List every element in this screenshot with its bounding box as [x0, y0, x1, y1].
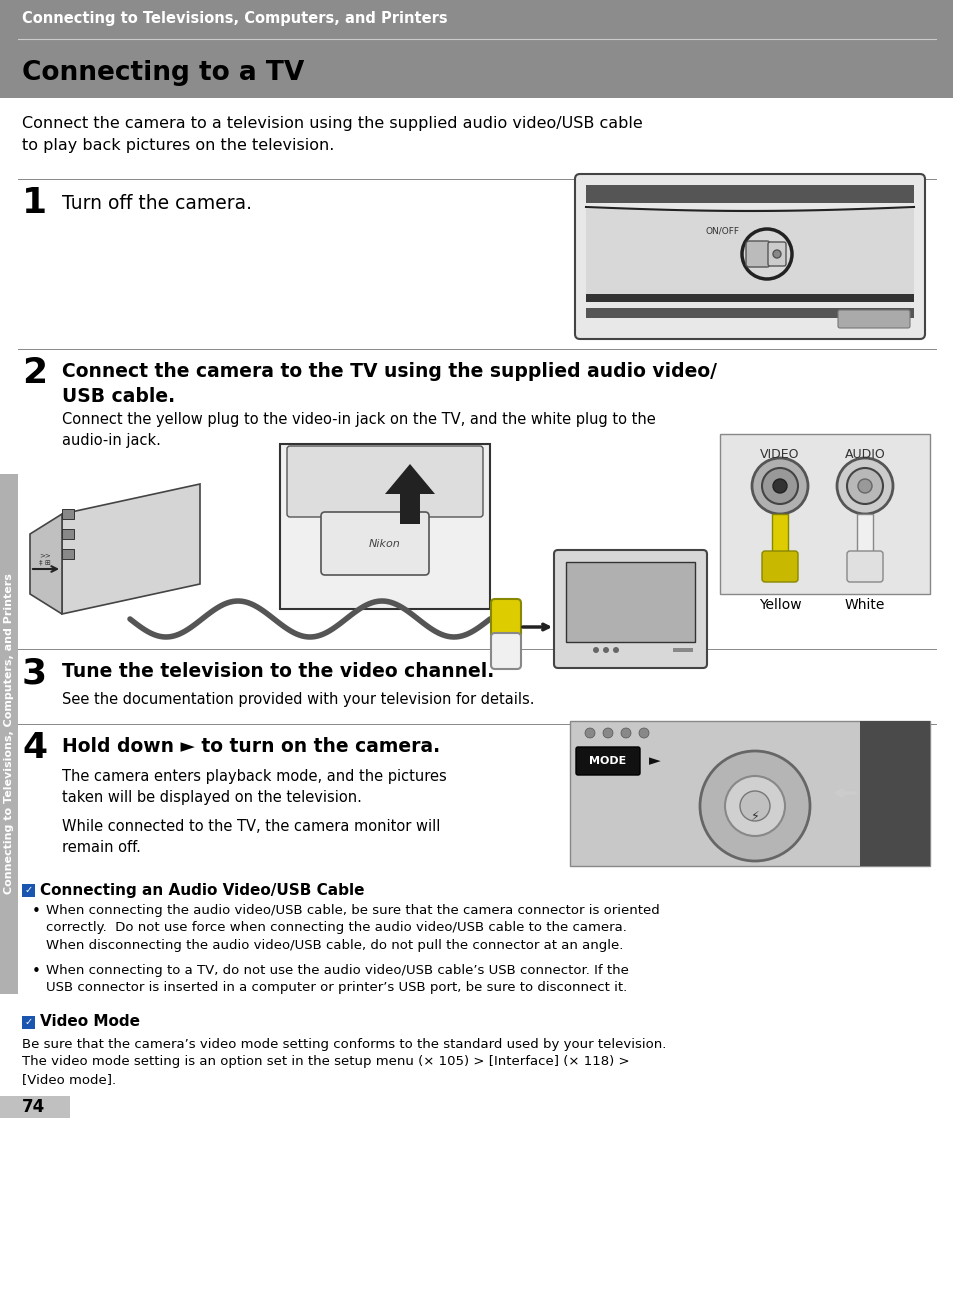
Bar — [0, 474, 18, 993]
Bar — [569, 721, 929, 866]
FancyBboxPatch shape — [491, 599, 520, 639]
Text: Turn off the camera.: Turn off the camera. — [62, 194, 252, 213]
Bar — [565, 562, 695, 643]
Text: AUDIO: AUDIO — [843, 448, 884, 461]
Text: ✓: ✓ — [25, 1017, 32, 1028]
FancyBboxPatch shape — [767, 242, 785, 265]
Text: While connected to the TV, the camera monitor will
remain off.: While connected to the TV, the camera mo… — [62, 819, 440, 855]
Text: VIDEO: VIDEO — [760, 448, 799, 461]
Text: Connect the camera to a television using the supplied audio video/USB cable
to p: Connect the camera to a television using… — [22, 116, 642, 154]
Polygon shape — [62, 484, 200, 614]
Circle shape — [724, 777, 784, 836]
Text: Nikon: Nikon — [369, 539, 400, 549]
Text: ⚡: ⚡ — [750, 809, 759, 823]
Text: Connecting to a TV: Connecting to a TV — [22, 60, 304, 85]
FancyBboxPatch shape — [761, 551, 797, 582]
Bar — [585, 294, 913, 302]
Bar — [585, 185, 913, 202]
Polygon shape — [385, 464, 435, 524]
Bar — [585, 209, 913, 300]
Bar — [62, 549, 74, 558]
Text: 74: 74 — [22, 1099, 45, 1116]
FancyBboxPatch shape — [837, 310, 909, 328]
Text: When connecting to a TV, do not use the audio video/USB cable’s USB connector. I: When connecting to a TV, do not use the … — [46, 964, 628, 995]
Bar — [771, 514, 787, 574]
Text: Be sure that the camera’s video mode setting conforms to the standard used by yo: Be sure that the camera’s video mode set… — [22, 1038, 666, 1085]
Circle shape — [700, 752, 809, 861]
Circle shape — [751, 459, 807, 514]
Polygon shape — [30, 514, 62, 614]
Text: >>
‡ ⊞: >> ‡ ⊞ — [39, 552, 51, 565]
Circle shape — [846, 468, 882, 505]
Text: ►: ► — [648, 753, 660, 769]
Circle shape — [620, 728, 630, 738]
Bar — [62, 530, 74, 539]
Text: 4: 4 — [22, 731, 47, 765]
Bar — [585, 307, 913, 318]
FancyBboxPatch shape — [575, 173, 924, 339]
Text: Connecting to Televisions, Computers, and Printers: Connecting to Televisions, Computers, an… — [22, 12, 447, 26]
Text: Connecting to Televisions, Computers, and Printers: Connecting to Televisions, Computers, an… — [4, 574, 14, 895]
Text: ✓: ✓ — [25, 886, 32, 896]
Text: Video Mode: Video Mode — [40, 1014, 140, 1029]
Circle shape — [740, 791, 769, 821]
Text: 2: 2 — [22, 356, 47, 390]
FancyBboxPatch shape — [491, 633, 520, 669]
Text: See the documentation provided with your television for details.: See the documentation provided with your… — [62, 692, 534, 707]
Text: 3: 3 — [22, 656, 47, 690]
Circle shape — [602, 728, 613, 738]
Bar — [856, 514, 872, 574]
Text: Connect the yellow plug to the video-in jack on the TV, and the white plug to th: Connect the yellow plug to the video-in … — [62, 413, 655, 448]
FancyBboxPatch shape — [554, 551, 706, 668]
Circle shape — [613, 646, 618, 653]
Circle shape — [772, 250, 781, 258]
Text: White: White — [844, 598, 884, 612]
Text: Yellow: Yellow — [758, 598, 801, 612]
Text: Tune the television to the video channel.: Tune the television to the video channel… — [62, 662, 494, 681]
Text: Hold down ► to turn on the camera.: Hold down ► to turn on the camera. — [62, 737, 439, 756]
Bar — [62, 509, 74, 519]
FancyBboxPatch shape — [846, 551, 882, 582]
Text: 1: 1 — [22, 187, 47, 219]
Bar — [0, 38, 953, 99]
Circle shape — [602, 646, 608, 653]
Bar — [22, 1016, 35, 1029]
Bar — [0, 1096, 70, 1118]
Circle shape — [836, 459, 892, 514]
Text: The camera enters playback mode, and the pictures
taken will be displayed on the: The camera enters playback mode, and the… — [62, 769, 446, 805]
FancyBboxPatch shape — [320, 512, 429, 576]
Circle shape — [639, 728, 648, 738]
FancyBboxPatch shape — [745, 240, 769, 267]
Bar — [280, 444, 490, 608]
Text: ON/OFF: ON/OFF — [705, 226, 739, 235]
Text: Connecting an Audio Video/USB Cable: Connecting an Audio Video/USB Cable — [40, 883, 364, 897]
Text: •: • — [32, 964, 41, 979]
Circle shape — [761, 468, 797, 505]
FancyBboxPatch shape — [576, 746, 639, 775]
Text: When connecting the audio video/USB cable, be sure that the camera connector is : When connecting the audio video/USB cabl… — [46, 904, 659, 953]
Circle shape — [857, 480, 871, 493]
Text: Connect the camera to the TV using the supplied audio video/
USB cable.: Connect the camera to the TV using the s… — [62, 361, 717, 406]
Bar — [22, 884, 35, 897]
Bar — [0, 0, 953, 38]
Bar — [859, 721, 929, 866]
Circle shape — [772, 480, 786, 493]
Bar — [720, 434, 929, 594]
Bar — [672, 648, 692, 652]
Text: •: • — [32, 904, 41, 918]
Text: MODE: MODE — [589, 756, 626, 766]
Circle shape — [593, 646, 598, 653]
Circle shape — [584, 728, 595, 738]
FancyBboxPatch shape — [287, 445, 482, 516]
